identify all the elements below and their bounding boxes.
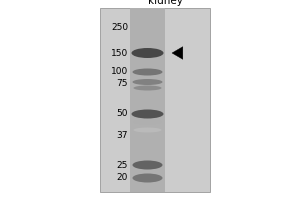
- Ellipse shape: [133, 160, 163, 170]
- Text: 50: 50: [116, 110, 128, 118]
- Text: 75: 75: [116, 79, 128, 88]
- Ellipse shape: [134, 119, 161, 124]
- Ellipse shape: [134, 86, 161, 90]
- Bar: [130, 8, 165, 192]
- Text: 37: 37: [116, 130, 128, 140]
- Bar: [100, 8, 210, 192]
- Polygon shape: [172, 47, 183, 59]
- Ellipse shape: [131, 110, 164, 118]
- Text: 150: 150: [111, 48, 128, 58]
- Ellipse shape: [133, 173, 163, 182]
- Ellipse shape: [134, 128, 161, 132]
- Text: kidney: kidney: [148, 0, 182, 6]
- Text: 25: 25: [117, 160, 128, 170]
- Text: 250: 250: [111, 23, 128, 32]
- Text: 20: 20: [117, 173, 128, 182]
- Ellipse shape: [133, 68, 163, 75]
- Ellipse shape: [133, 79, 163, 85]
- Ellipse shape: [131, 48, 164, 58]
- Text: 100: 100: [111, 68, 128, 76]
